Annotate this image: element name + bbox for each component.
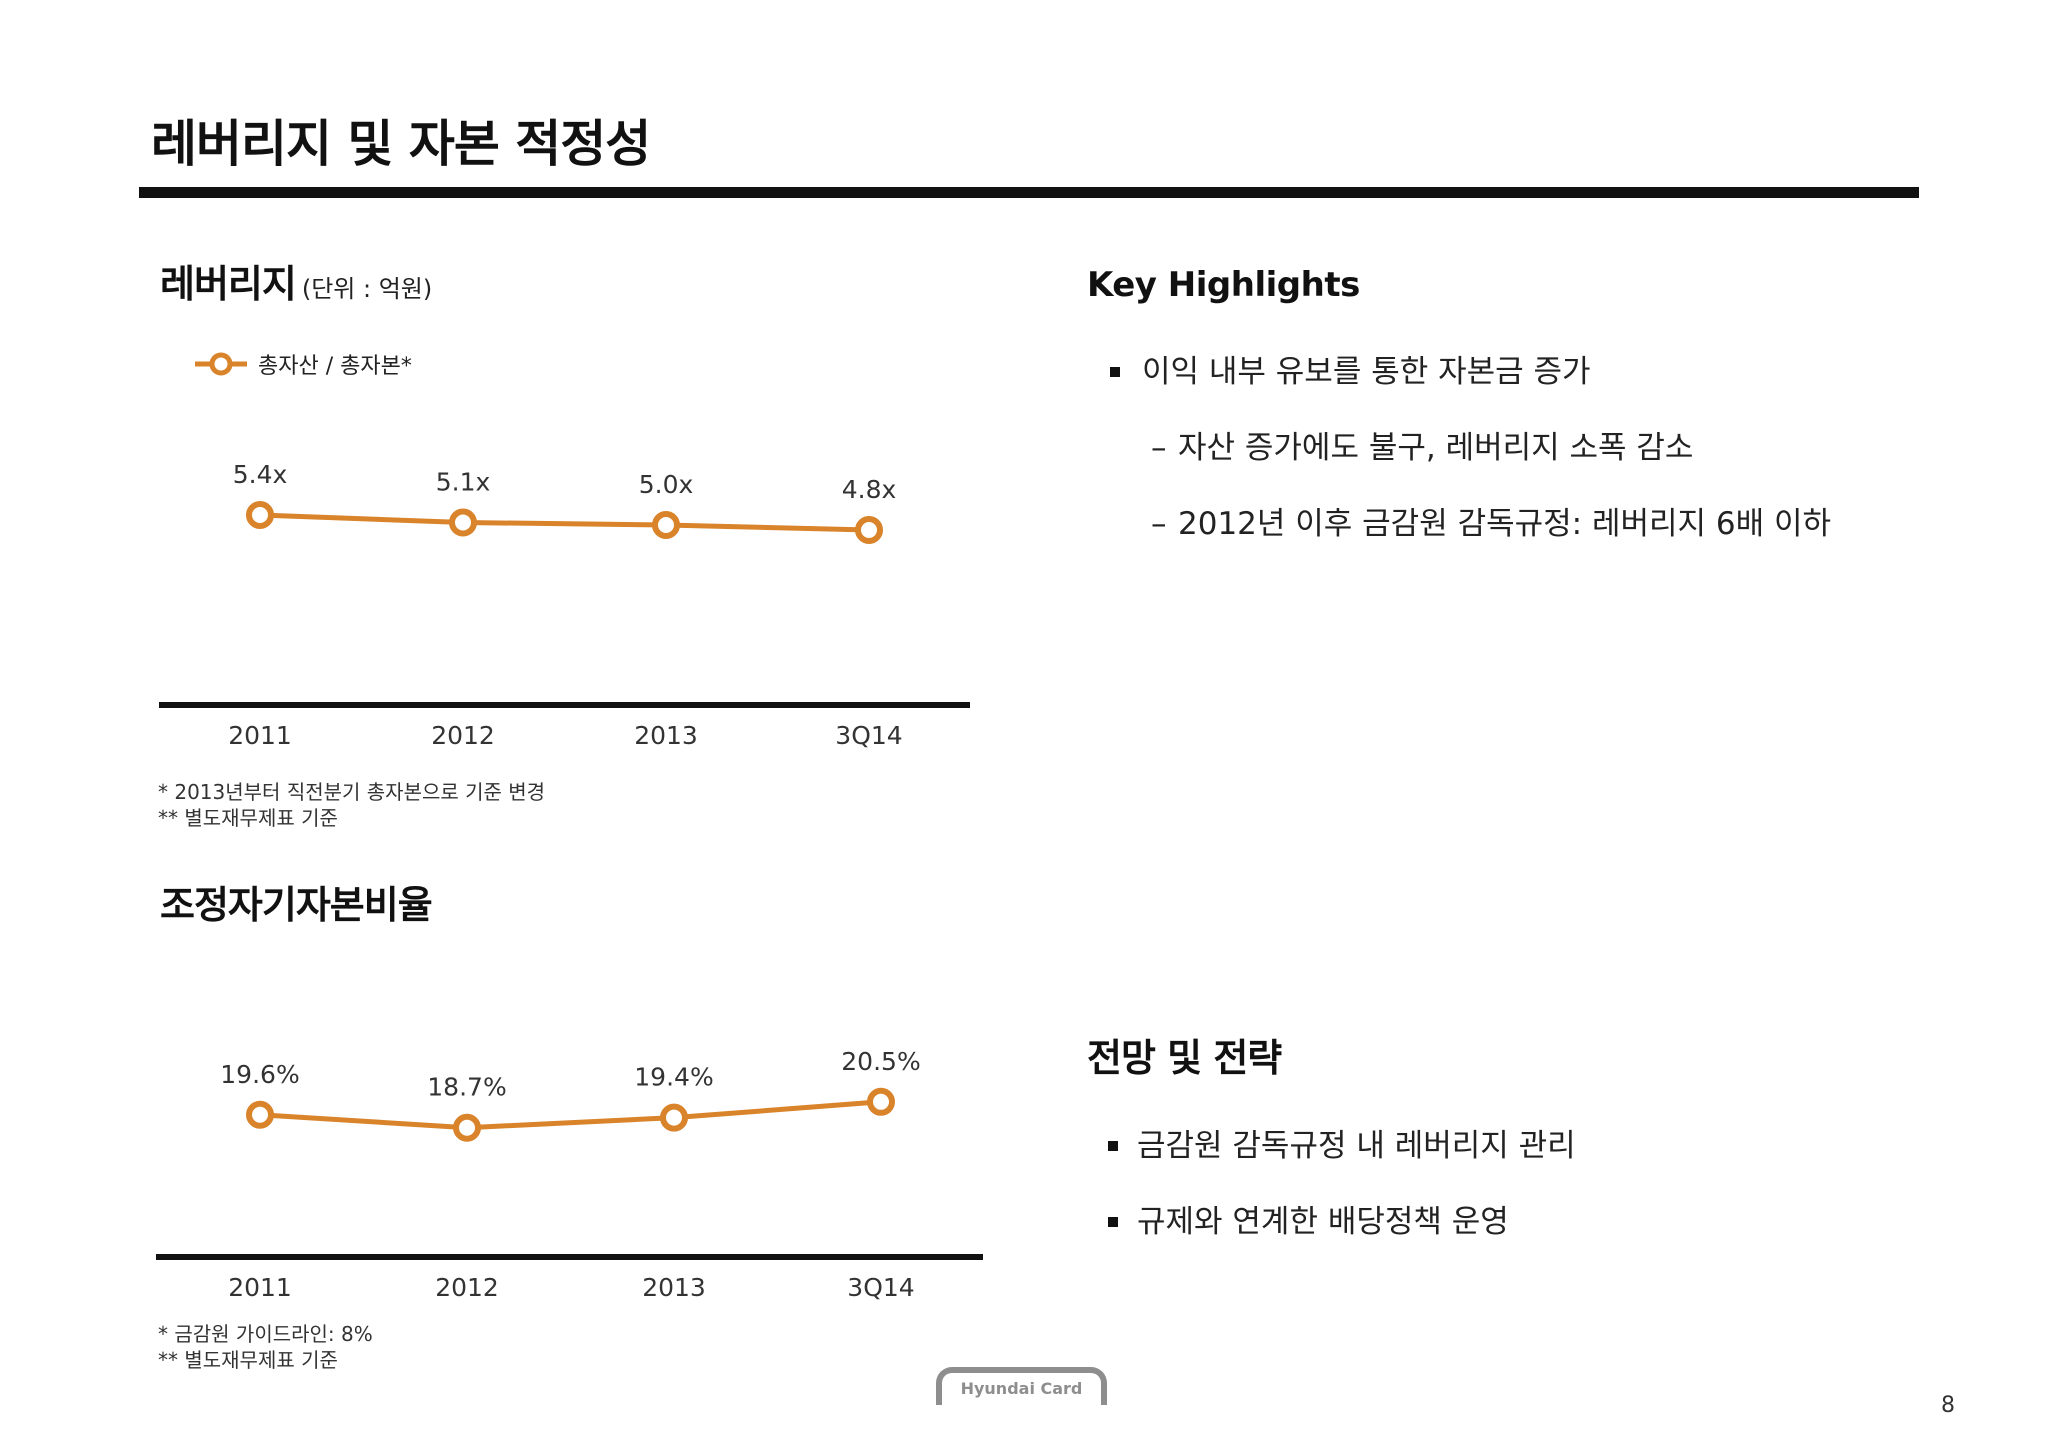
footnote: ** 별도재무제표 기준: [158, 806, 338, 830]
x-tick-label: 2011: [228, 721, 292, 750]
footnote: * 금감원 가이드라인: 8%: [158, 1322, 373, 1346]
data-label: 5.4x: [233, 460, 288, 489]
page-title: 레버리지 및 자본 적정성: [151, 115, 651, 173]
key-highlights-heading: Key Highlights: [1087, 265, 1360, 305]
data-label: 20.5%: [841, 1047, 920, 1076]
capital-ratio-heading: 조정자기자본비율: [160, 883, 433, 927]
outlook-bullet: 금감원 감독규정 내 레버리지 관리: [1137, 1128, 1576, 1164]
footnote: ** 별도재무제표 기준: [158, 1348, 338, 1372]
x-tick-label: 2013: [634, 721, 698, 750]
leverage-unit: (단위 : 억원): [301, 275, 433, 303]
square-bullet-icon: [1110, 367, 1120, 377]
highlight-bullet: 이익 내부 유보를 통한 자본금 증가: [1142, 354, 1591, 390]
x-tick-label: 3Q14: [835, 721, 902, 750]
capital-ratio-footnotes: * 금감원 가이드라인: 8% ** 별도재무제표 기준: [158, 1321, 373, 1373]
leverage-line-chart: 5.4x 2011 5.1x 2012 5.0x 2013 4.8x 3Q14: [159, 460, 970, 750]
line-circle-marker-icon: [195, 352, 247, 376]
leverage-title: 레버리지: [160, 262, 297, 306]
x-tick-label: 2013: [642, 1273, 706, 1302]
leverage-footnotes: * 2013년부터 직전분기 총자본으로 기준 변경 ** 별도재무제표 기준: [158, 779, 545, 831]
data-label: 18.7%: [427, 1073, 506, 1102]
data-point: [652, 511, 680, 539]
highlight-sub-item: 자산 증가에도 불구, 레버리지 소폭 감소: [1178, 430, 1694, 466]
x-tick-label: 2011: [228, 1273, 292, 1302]
dash-marker: –: [1151, 430, 1167, 466]
chart-legend: 총자산 / 총자본*: [195, 350, 412, 379]
x-tick-label: 3Q14: [847, 1273, 914, 1302]
legend-marker: [209, 352, 233, 376]
data-point: [453, 1113, 481, 1142]
x-tick-label: 2012: [435, 1273, 499, 1302]
series-line: [259, 1099, 882, 1131]
leverage-heading: 레버리지 (단위 : 억원): [160, 261, 432, 312]
capital-ratio-line-chart: 19.6% 2011 18.7% 2012 19.4% 2013 20.5% 3Q14: [156, 1047, 983, 1302]
highlight-sub-item: 2012년 이후 금감원 감독규정: 레버리지 6배 이하: [1178, 506, 1832, 542]
data-point: [246, 501, 274, 529]
data-point: [660, 1103, 688, 1132]
footnote: * 2013년부터 직전분기 총자본으로 기준 변경: [158, 780, 546, 804]
data-label: 19.6%: [220, 1060, 299, 1089]
hyundai-card-logo: Hyundai Card: [936, 1367, 1107, 1405]
data-label: 5.1x: [436, 468, 491, 497]
data-point: [867, 1087, 895, 1116]
data-label: 5.0x: [639, 470, 694, 499]
outlook-bullet: 규제와 연계한 배당정책 운영: [1137, 1204, 1509, 1240]
data-label: 19.4%: [634, 1063, 713, 1092]
dash-marker: –: [1151, 506, 1167, 542]
outlook-heading: 전망 및 전략: [1087, 1036, 1282, 1080]
data-point: [855, 516, 883, 544]
data-label: 4.8x: [842, 475, 897, 504]
square-bullet-icon: [1108, 1217, 1118, 1227]
page-number: 8: [1941, 1393, 1955, 1418]
title-divider: [139, 187, 1919, 198]
legend-label: 총자산 / 총자본*: [258, 354, 412, 379]
data-point: [449, 508, 477, 537]
data-point: [246, 1100, 274, 1129]
x-tick-label: 2012: [431, 721, 495, 750]
series-line: [259, 512, 870, 533]
square-bullet-icon: [1108, 1141, 1118, 1151]
